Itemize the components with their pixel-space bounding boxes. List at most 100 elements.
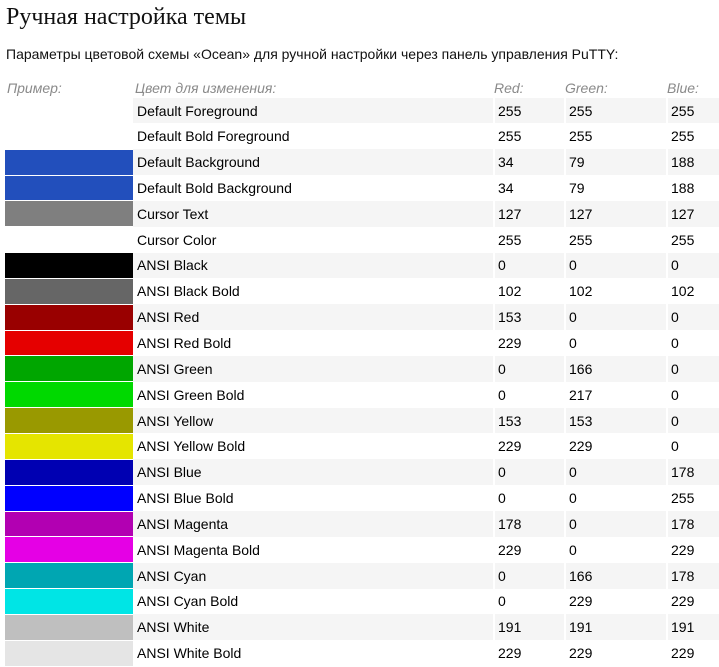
green-value: 79 — [564, 175, 667, 201]
header-blue: Blue: — [667, 80, 699, 96]
red-value: 0 — [493, 562, 565, 589]
color-name: ANSI Magenta Bold — [137, 541, 260, 558]
green-value: 127 — [564, 200, 667, 227]
table-row: ANSI Green 0 166 0 — [5, 355, 719, 383]
green-value: 229 — [564, 433, 667, 460]
red-value: 34 — [493, 175, 565, 201]
red-value: 153 — [493, 304, 565, 331]
table-header-row: Пример: Цвет для изменения: Red: Green: … — [5, 78, 719, 98]
color-swatch — [5, 459, 133, 486]
red-value: 178 — [493, 511, 565, 537]
table-row: Cursor Text 127 127 127 — [5, 200, 719, 228]
red-value: 153 — [493, 407, 565, 434]
color-name: ANSI Cyan Bold — [137, 593, 239, 610]
table-row: ANSI Cyan 0 166 178 — [5, 562, 719, 590]
green-value: 255 — [564, 98, 667, 124]
blue-value: 0 — [666, 304, 719, 331]
color-swatch — [5, 200, 133, 228]
red-value: 255 — [493, 123, 565, 150]
color-swatch — [5, 330, 133, 357]
color-swatch — [5, 149, 133, 176]
color-name: Cursor Color — [137, 231, 217, 248]
table-row: Default Bold Background 34 79 188 — [5, 175, 719, 202]
blue-value: 255 — [666, 123, 719, 150]
color-name: ANSI Blue Bold — [137, 490, 234, 507]
color-name: ANSI Green — [133, 355, 494, 382]
color-name: ANSI Red Bold — [137, 335, 232, 352]
table-row: ANSI Magenta 178 0 178 — [5, 511, 719, 538]
color-name: ANSI White — [133, 614, 494, 641]
blue-value: 0 — [666, 330, 719, 356]
color-name: Default Bold Foreground — [137, 128, 290, 145]
color-name: Default Bold Background — [137, 179, 292, 196]
blue-value: 255 — [666, 485, 719, 511]
color-swatch — [5, 278, 133, 305]
color-name: Default Foreground — [133, 98, 494, 124]
color-name: Default Background — [133, 149, 494, 176]
green-value: 255 — [564, 123, 667, 150]
green-value: 0 — [564, 304, 667, 331]
color-swatch — [5, 381, 133, 409]
blue-value: 191 — [666, 614, 719, 641]
green-value: 0 — [564, 252, 667, 279]
table-row: Default Background 34 79 188 — [5, 149, 719, 176]
red-value: 0 — [493, 459, 565, 486]
color-swatch — [5, 252, 133, 279]
blue-value: 0 — [666, 252, 719, 279]
color-name: ANSI Cyan — [133, 562, 494, 589]
table-row: ANSI Yellow 153 153 0 — [5, 407, 719, 434]
color-swatch — [5, 588, 133, 615]
green-value: 0 — [564, 511, 667, 537]
color-swatch — [5, 304, 133, 331]
color-swatch — [5, 226, 133, 254]
table-row: Default Bold Foreground 255 255 255 — [5, 123, 719, 150]
blue-value: 229 — [666, 536, 719, 563]
red-value: 0 — [493, 588, 565, 615]
red-value: 229 — [493, 640, 565, 667]
table-row: Cursor Color 255 255 255 — [5, 226, 719, 254]
blue-value: 0 — [666, 355, 719, 382]
blue-value: 102 — [666, 278, 719, 305]
red-value: 0 — [493, 485, 565, 511]
table-row: ANSI Cyan Bold 0 229 229 — [5, 588, 719, 615]
table-row: ANSI Black Bold 102 102 102 — [5, 278, 719, 305]
header-sample: Пример: — [7, 80, 62, 96]
color-name: ANSI Black — [133, 252, 494, 279]
red-value: 229 — [493, 433, 565, 460]
red-value: 102 — [493, 278, 565, 305]
red-value: 0 — [493, 252, 565, 279]
color-swatch — [5, 614, 133, 641]
page-title: Ручная настройка темы — [6, 4, 247, 30]
color-swatch — [5, 98, 133, 124]
table-row: ANSI White 191 191 191 — [5, 614, 719, 641]
table-row: Default Foreground 255 255 255 — [5, 98, 719, 124]
green-value: 191 — [564, 614, 667, 641]
page-description: Параметры цветовой схемы «Ocean» для руч… — [6, 46, 619, 62]
table-row: ANSI Blue 0 0 178 — [5, 459, 719, 486]
red-value: 0 — [493, 355, 565, 382]
green-value: 0 — [564, 485, 667, 511]
header-green: Green: — [565, 80, 608, 96]
green-value: 0 — [564, 330, 667, 356]
red-value: 255 — [493, 98, 565, 124]
green-value: 255 — [564, 226, 667, 253]
color-swatch — [5, 407, 133, 434]
color-name: ANSI Magenta — [133, 511, 494, 537]
blue-value: 229 — [666, 640, 719, 667]
green-value: 229 — [564, 640, 667, 667]
color-name: ANSI Yellow — [133, 407, 494, 434]
color-swatch — [5, 433, 133, 460]
blue-value: 178 — [666, 562, 719, 589]
green-value: 79 — [564, 149, 667, 176]
red-value: 255 — [493, 226, 565, 253]
green-value: 217 — [564, 381, 667, 408]
blue-value: 188 — [666, 149, 719, 176]
red-value: 34 — [493, 149, 565, 176]
color-name: ANSI Red — [133, 304, 494, 331]
color-swatch — [5, 511, 133, 538]
green-value: 0 — [564, 459, 667, 486]
green-value: 229 — [564, 588, 667, 615]
red-value: 229 — [493, 536, 565, 563]
color-swatch — [5, 123, 133, 150]
table-row: ANSI White Bold 229 229 229 — [5, 640, 719, 667]
